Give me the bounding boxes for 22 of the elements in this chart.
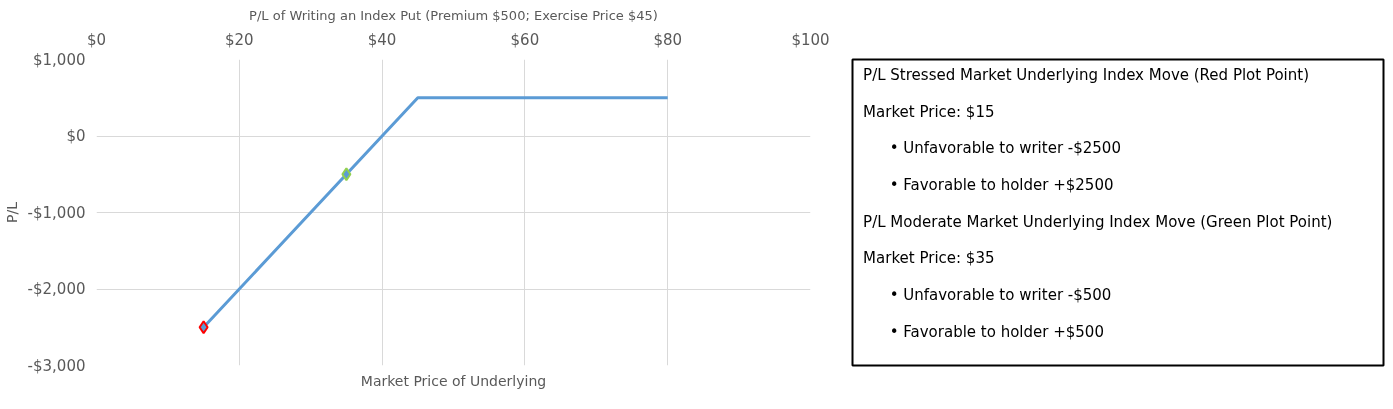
y-tick-label: -$1,000 bbox=[27, 203, 86, 222]
x-tick-label: $20 bbox=[224, 30, 254, 49]
text: P/L Moderate Market Underlying Index Move (Green Plot Point) bbox=[863, 212, 1333, 231]
y-tick-label: -$2,000 bbox=[27, 280, 86, 298]
text: • Unfavorable to writer -$500 bbox=[889, 286, 1112, 305]
y-axis-title: P/L bbox=[3, 201, 20, 223]
chart-title: P/L of Writing an Index Put (Premium $500; Exercise Price $45) bbox=[249, 7, 658, 23]
x-axis-title: Market Price of Underlying bbox=[360, 372, 547, 389]
text: Market Price: $35 bbox=[863, 249, 995, 268]
text: • Favorable to holder +$500 bbox=[889, 322, 1104, 341]
x-tick-label: $100 bbox=[791, 30, 830, 49]
x-tick-label: $40 bbox=[367, 30, 397, 49]
text: • Unfavorable to writer -$2500 bbox=[889, 139, 1121, 158]
y-tick-label: -$3,000 bbox=[27, 356, 86, 375]
y-tick-label: $1,000 bbox=[33, 50, 86, 69]
x-tick-label: $80 bbox=[653, 30, 683, 49]
text: Market Price: $15 bbox=[863, 102, 995, 121]
text: • Favorable to holder +$2500 bbox=[889, 175, 1114, 194]
y-tick-label: $0 bbox=[66, 127, 86, 145]
x-tick-label: $60 bbox=[510, 30, 540, 49]
x-tick-label: $0 bbox=[86, 30, 107, 49]
text: P/L Stressed Market Underlying Index Move (Red Plot Point) bbox=[863, 65, 1310, 84]
